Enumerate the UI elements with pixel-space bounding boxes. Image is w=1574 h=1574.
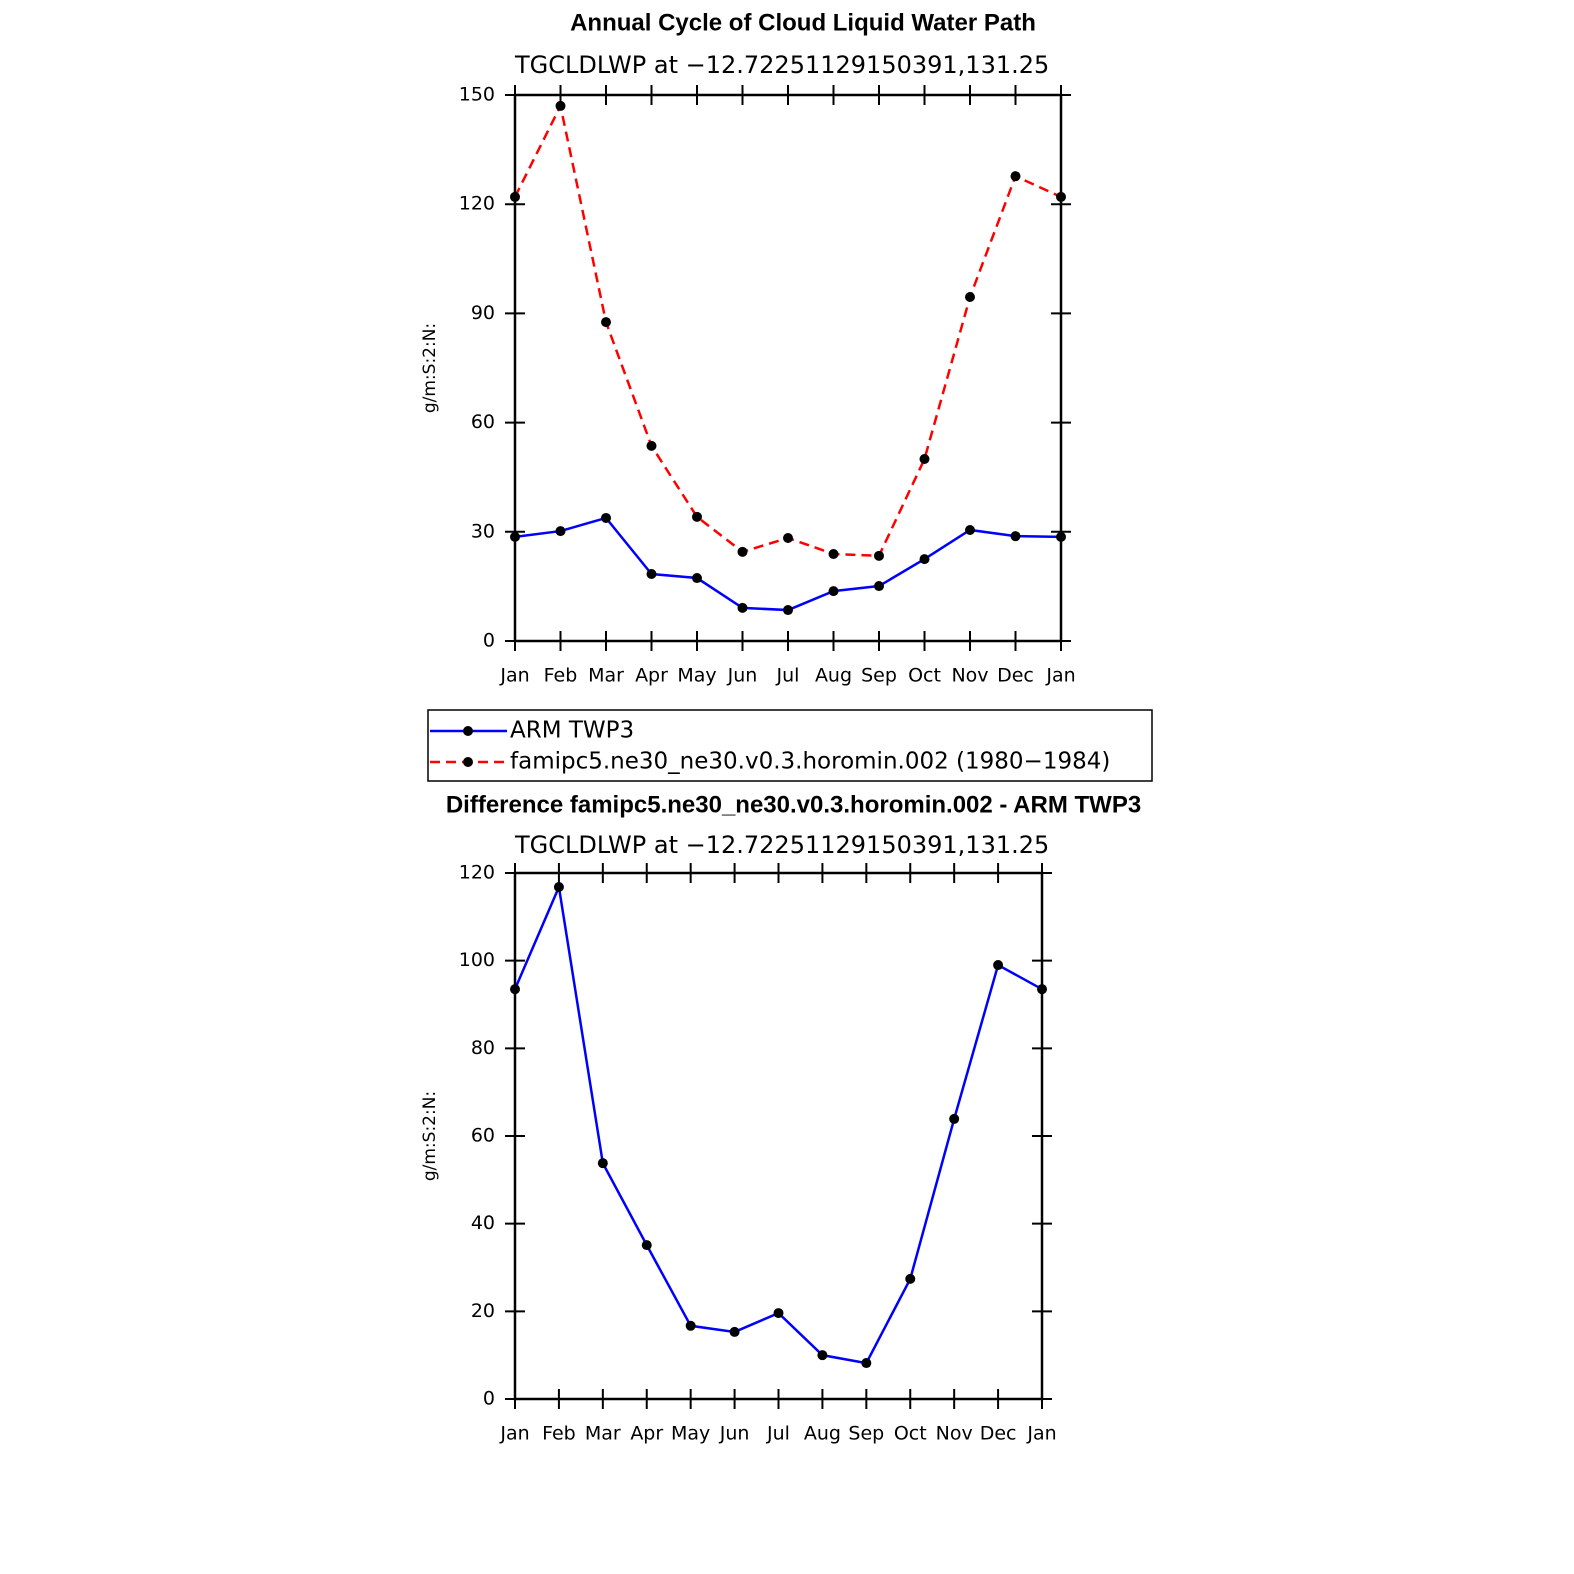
x-tick-label: Dec	[980, 1423, 1017, 1445]
data-point	[828, 586, 839, 597]
data-point	[646, 440, 657, 451]
x-tick-label: May	[677, 665, 716, 687]
data-point	[965, 292, 975, 303]
legend-label: ARM TWP3	[510, 718, 634, 744]
x-tick-label: Apr	[635, 665, 668, 687]
plot-frame	[513, 871, 1044, 1401]
x-tick-label: Jan	[1045, 665, 1075, 687]
x-tick-label: Feb	[544, 665, 578, 687]
y-tick-label: 90	[471, 302, 495, 324]
data-point	[1010, 531, 1021, 542]
data-point	[773, 1308, 784, 1319]
y-tick-label: 20	[471, 1300, 495, 1322]
y-tick-label: 0	[483, 630, 495, 652]
legend-label: famipc5.ne30_ne30.v0.3.horomin.002 (1980…	[510, 749, 1110, 775]
y-tick-label: 0	[483, 1388, 495, 1410]
data-point	[817, 1350, 828, 1361]
x-tick-label: Aug	[804, 1423, 841, 1445]
data-point	[737, 546, 748, 557]
x-tick-label: Jan	[499, 665, 529, 687]
y-tick-label: 150	[459, 84, 495, 106]
x-tick-label: Jul	[776, 665, 800, 687]
series-line	[513, 882, 1043, 1365]
data-point	[685, 1320, 696, 1331]
data-point	[692, 573, 702, 584]
y-tick-label: 120	[459, 862, 495, 884]
data-point	[783, 532, 793, 543]
x-tick-label: May	[671, 1423, 710, 1445]
data-point	[601, 512, 611, 523]
data-point	[510, 191, 520, 202]
x-tick-label: Aug	[815, 665, 852, 687]
data-point	[601, 317, 611, 328]
x-tick-label: Nov	[951, 665, 988, 687]
chart-subtitle: TGCLDLWP at −12.72251129150391,131.25	[514, 51, 1049, 79]
x-tick-label: Jun	[727, 665, 758, 687]
x-tick-label: Oct	[894, 1423, 927, 1445]
data-point	[949, 1113, 960, 1124]
data-point	[919, 554, 930, 565]
data-point	[641, 1240, 652, 1251]
data-point	[692, 511, 702, 522]
chart-subtitle: TGCLDLWP at −12.72251129150391,131.25	[514, 831, 1049, 859]
legend-marker	[463, 726, 473, 736]
y-tick-label: 60	[471, 411, 495, 433]
data-point	[783, 605, 793, 616]
data-point	[553, 882, 564, 893]
data-point	[555, 526, 566, 537]
chart-title: Annual Cycle of Cloud Liquid Water Path	[570, 9, 1036, 36]
data-point	[1037, 984, 1047, 995]
chart-title: Difference famipc5.ne30_ne30.v0.3.horomi…	[446, 791, 1141, 818]
plot-frame	[513, 93, 1063, 643]
legend-box	[427, 709, 1153, 782]
y-axis-label: g/m:S:2:N:	[420, 323, 440, 413]
data-point	[729, 1326, 740, 1337]
data-point	[646, 569, 657, 580]
y-tick-label: 40	[471, 1212, 495, 1234]
y-tick-label: 80	[471, 1037, 495, 1059]
x-tick-label: Jan	[1026, 1423, 1056, 1445]
y-tick-label: 60	[471, 1125, 495, 1147]
data-point	[1056, 531, 1066, 542]
y-tick-label: 30	[471, 520, 495, 542]
data-point	[905, 1273, 916, 1284]
data-point	[993, 960, 1004, 971]
x-tick-label: Mar	[585, 1423, 621, 1445]
data-point	[510, 531, 520, 542]
x-tick-label: Jun	[719, 1423, 750, 1445]
legend-marker	[463, 757, 473, 767]
x-tick-label: Oct	[908, 665, 941, 687]
data-point	[555, 100, 566, 111]
data-point	[874, 550, 884, 561]
data-point	[1056, 191, 1066, 202]
data-point	[597, 1158, 608, 1169]
series-line	[514, 516, 1062, 612]
x-tick-label: Nov	[936, 1423, 973, 1445]
x-tick-label: Mar	[588, 665, 624, 687]
series-line	[513, 102, 1062, 558]
data-point	[874, 581, 884, 592]
data-point	[1010, 171, 1021, 182]
data-point	[965, 524, 975, 535]
x-tick-label: Feb	[542, 1423, 576, 1445]
x-tick-label: Sep	[848, 1423, 884, 1445]
data-point	[510, 984, 520, 995]
x-tick-label: Apr	[630, 1423, 663, 1445]
x-tick-label: Jul	[766, 1423, 790, 1445]
y-axis-label: g/m:S:2:N:	[420, 1091, 440, 1181]
y-tick-label: 100	[459, 949, 495, 971]
data-point	[861, 1358, 872, 1369]
y-tick-label: 120	[459, 193, 495, 215]
x-tick-label: Jan	[499, 1423, 529, 1445]
data-point	[737, 602, 748, 613]
x-tick-label: Dec	[997, 665, 1034, 687]
data-point	[919, 454, 930, 464]
x-tick-label: Sep	[861, 665, 897, 687]
data-point	[828, 549, 839, 560]
